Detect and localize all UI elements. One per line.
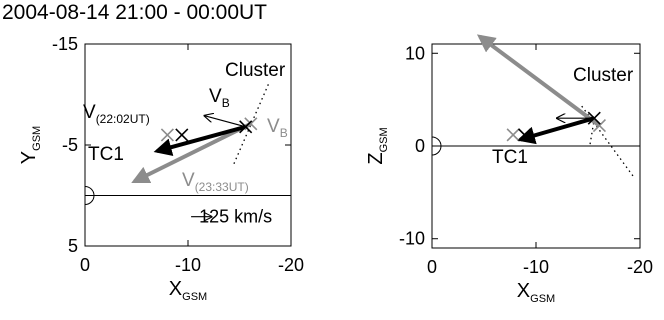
panel1-v-gray-arrow bbox=[131, 121, 252, 184]
panel2-tc1-black-marker bbox=[517, 128, 532, 142]
panel1-cluster-label: Cluster bbox=[225, 60, 286, 81]
panel1-tc1-label: TC1 bbox=[88, 144, 124, 165]
panel1-v-gray-label-main: V bbox=[182, 170, 195, 191]
panel1-xtick-label: -20 bbox=[278, 255, 304, 275]
panel2-x-axis-label-sub: GSM bbox=[530, 293, 555, 305]
panel1-x-axis-label-sub: GSM bbox=[182, 291, 207, 303]
panel2-xtick-label: 0 bbox=[427, 257, 437, 277]
panel1-ytick-label: 5 bbox=[68, 236, 78, 256]
panel2-earth-marker bbox=[431, 136, 442, 156]
panel1-ytick-label: -5 bbox=[62, 135, 78, 155]
panel2-tc1-gray-marker bbox=[506, 128, 520, 142]
panel2-xtick-label: -20 bbox=[627, 257, 653, 277]
panel1-v-gray-label: V(23:33UT) bbox=[182, 170, 249, 194]
panel2-cluster-label: Cluster bbox=[573, 65, 634, 86]
panel2-xtick-label: -10 bbox=[523, 257, 549, 277]
panel1-vb-black-label-main: V bbox=[209, 86, 222, 107]
panel1-v-black-label-main: V bbox=[83, 102, 96, 123]
panel1-x-axis-label-main: X bbox=[169, 278, 182, 300]
panel1-y-axis-label-sub: GSM bbox=[31, 126, 43, 151]
panel2-ytick-label: -10 bbox=[399, 229, 425, 249]
panel2-x-axis-label-main: X bbox=[517, 280, 530, 302]
panel1-vb-gray-label-sub: B bbox=[280, 126, 288, 140]
panel2-tc1-label: TC1 bbox=[492, 147, 528, 168]
panel1-vb-gray-label-main: V bbox=[267, 116, 280, 137]
panel2-ytick-label: 10 bbox=[405, 43, 425, 63]
panel1-ytick-label: -15 bbox=[52, 34, 78, 54]
panel2-v-black-arrow bbox=[516, 116, 595, 145]
panel1-vb-black-arrow bbox=[204, 116, 246, 128]
panel1-v-black-arrow bbox=[153, 124, 247, 156]
panel1-xtick-label: -10 bbox=[175, 255, 201, 275]
panel1-vb-black-label-sub: B bbox=[222, 96, 230, 110]
panel1-v-gray-label-sub: (23:33UT) bbox=[195, 180, 249, 194]
panel1-tc1-black-marker bbox=[175, 128, 189, 142]
panel2-y-axis-label-main: Z bbox=[365, 152, 387, 164]
panel1-earth-marker bbox=[84, 186, 95, 205]
panel2-cluster-black-marker bbox=[587, 111, 601, 125]
panel1-vb-gray-label: VB bbox=[267, 116, 288, 140]
panel2-ytick-label: 0 bbox=[415, 136, 425, 156]
panel2-v-gray-arrow bbox=[476, 34, 601, 128]
panel1-y-axis-label: YGSM bbox=[18, 126, 43, 164]
panel1-v-black-label: V(22:02UT) bbox=[83, 102, 150, 126]
panel1-vb-black-label: VB bbox=[209, 86, 230, 110]
panel1-scale-label: 125 km/s bbox=[199, 207, 272, 227]
panel1-y-axis-label-main: Y bbox=[18, 151, 40, 164]
panel1-xtick-label: 0 bbox=[80, 255, 90, 275]
panel1-x-axis-label: XGSM bbox=[169, 278, 207, 303]
panel2-y-axis-label-sub: GSM bbox=[378, 127, 390, 152]
panel1-v-black-label-sub: (22:02UT) bbox=[96, 112, 150, 126]
chart-title: 2004-08-14 21:00 - 00:00UT bbox=[2, 1, 268, 24]
panel2-y-axis-label: ZGSM bbox=[365, 127, 390, 164]
panel1-cluster-black-marker bbox=[239, 120, 253, 134]
panel2-cluster-gray-marker bbox=[592, 119, 607, 133]
panel2-x-axis-label: XGSM bbox=[517, 280, 555, 305]
panel1-tc1-gray-marker bbox=[160, 128, 174, 142]
